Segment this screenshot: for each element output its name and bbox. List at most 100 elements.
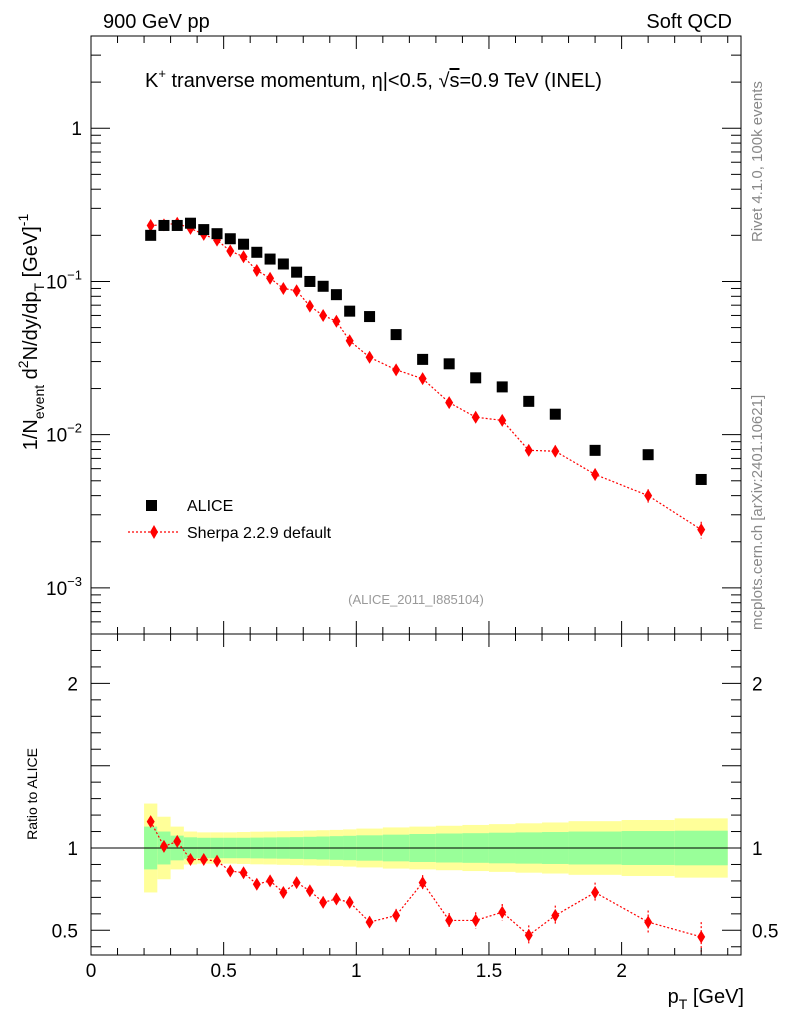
mc-point: [239, 250, 248, 264]
mc-point: [252, 263, 261, 277]
mc-point: [332, 314, 341, 328]
ratio-mc-point: [332, 892, 341, 906]
ratio-y-tick-label-right: 1: [752, 839, 763, 860]
x-tick-label: 2: [616, 961, 627, 982]
mc-point: [279, 281, 288, 295]
data-point: [523, 395, 535, 407]
title-sqrt: √: [438, 70, 449, 92]
legend-mc-marker: [150, 525, 158, 539]
ylabel-sub-event: event: [31, 385, 47, 419]
main-y-axis-label: 1/Nevent d2N/dy/dpT [GeV]-1: [15, 214, 47, 451]
x-tick-label: 1.5: [476, 961, 502, 982]
main-y-ticks: 10−3 10−2 10−1 1: [46, 35, 741, 635]
ratio-mc-point: [226, 864, 235, 878]
title-text-2: |<0.5,: [383, 70, 439, 92]
ratio-y-tick-label-right: 2: [752, 674, 763, 695]
y-tick-label: 10−1: [46, 267, 82, 293]
data-point: [695, 473, 707, 485]
rivet-label: Rivet 4.1.0, 100k events: [749, 81, 766, 242]
ylabel-sup-minus1: -1: [15, 214, 31, 227]
mc-point: [305, 299, 314, 313]
ratio-y-tick-label-right: 0.5: [752, 921, 778, 942]
ratio-x-ticks: 0 0.5 1 1.5 2: [86, 634, 729, 982]
data-point: [589, 444, 601, 456]
ratio-mc-point: [697, 930, 706, 944]
plot-title: K+ tranverse momentum, η|<0.5, √s=0.9 Te…: [145, 66, 602, 92]
data-point: [264, 253, 276, 265]
data-point: [549, 408, 561, 420]
mc-point: [345, 334, 354, 348]
ratio-mc-point: [418, 876, 427, 890]
header-right: Soft QCD: [646, 11, 732, 33]
data-point: [642, 449, 654, 461]
analysis-watermark: (ALICE_2011_I885104): [348, 592, 484, 607]
ratio-mc-point: [173, 834, 182, 848]
mc-point: [418, 372, 427, 386]
title-k: K: [145, 70, 159, 92]
ratio-mc-point: [213, 854, 222, 868]
mc-point: [292, 284, 301, 298]
ratio-mc-series: [146, 815, 706, 952]
mc-point: [644, 489, 653, 503]
ratio-mc-point: [319, 895, 328, 909]
data-point: [317, 280, 329, 292]
ylabel-part-4: [GeV]: [20, 226, 42, 283]
ratio-mc-point: [186, 853, 195, 867]
data-point: [158, 219, 170, 231]
ratio-mc-point: [644, 915, 653, 929]
ylabel-sub-t: T: [31, 282, 47, 291]
mc-point: [551, 444, 560, 458]
data-point: [211, 228, 223, 240]
xlabel-unit: [GeV]: [687, 986, 744, 1008]
main-frame: [90, 35, 742, 635]
xlabel-p: p: [668, 986, 679, 1008]
y-tick-exponent: −1: [67, 267, 82, 282]
data-point: [390, 329, 402, 341]
ratio-mc-point: [292, 876, 301, 890]
mc-point: [365, 350, 374, 364]
y-tick-label: 1: [71, 119, 82, 140]
ratio-mc-point: [199, 853, 208, 867]
y-tick-label: 10−3: [46, 574, 82, 600]
mc-line: [150, 222, 702, 531]
data-point: [277, 258, 289, 270]
x-axis-label: pT [GeV]: [668, 986, 744, 1012]
ylabel-sup-2: 2: [15, 360, 31, 368]
data-point: [364, 311, 376, 323]
data-point: [470, 372, 482, 384]
x-tick-label: 0: [86, 961, 97, 982]
header-left: 900 GeV pp: [103, 11, 210, 33]
mc-point: [266, 271, 275, 285]
title-k-sup: +: [158, 66, 166, 81]
data-point: [344, 305, 356, 317]
title-s: s: [449, 70, 459, 92]
ratio-mc-point: [471, 913, 480, 927]
data-point: [417, 353, 429, 365]
data-point: [291, 266, 303, 278]
data-point: [145, 229, 157, 241]
legend-data-marker: [146, 500, 157, 511]
ratio-mc-point: [345, 895, 354, 909]
data-point: [251, 246, 263, 258]
data-point: [496, 381, 508, 393]
data-point: [198, 224, 210, 236]
title-text-3: =0.9 TeV (INEL): [459, 70, 601, 92]
ratio-panel: 0.5 0.5 1 1 2 2 0 0.5 1 1.5 2 Ratio to ALICE pT […: [24, 633, 778, 1012]
x-tick-label: 0.5: [210, 961, 236, 982]
y-tick-base: 10: [46, 426, 67, 447]
y-tick-exponent: −2: [67, 421, 82, 436]
main-x-ticks: [90, 36, 729, 634]
ratio-y-ticks: 0.5 0.5 1 1 2 2: [52, 649, 778, 948]
data-point: [330, 289, 342, 301]
ratio-mc-point: [524, 928, 533, 942]
ratio-mc-point: [392, 908, 401, 922]
data-point: [224, 233, 236, 245]
ratio-mc-point: [305, 884, 314, 898]
ratio-y-axis-label: Ratio to ALICE: [24, 748, 40, 840]
mc-point: [498, 413, 507, 427]
legend: ALICE Sherpa 2.2.9 default: [128, 498, 332, 542]
ratio-mc-point: [159, 839, 168, 853]
ratio-mc-point: [365, 915, 374, 929]
ratio-mc-line: [150, 821, 702, 938]
